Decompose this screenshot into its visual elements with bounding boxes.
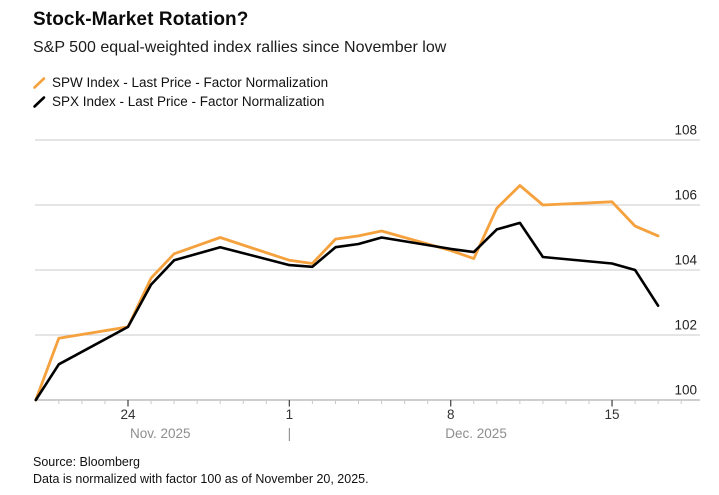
legend-label-spx: SPX Index - Last Price - Factor Normaliz… bbox=[52, 94, 325, 109]
chart-title: Stock-Market Rotation? bbox=[33, 9, 249, 30]
chart-subtitle: S&P 500 equal-weighted index rallies sin… bbox=[33, 39, 447, 56]
y-tick-label: 106 bbox=[674, 188, 697, 203]
y-tick-label: 108 bbox=[674, 123, 697, 138]
chart-footer: Source: Bloomberg Data is normalized wit… bbox=[33, 454, 369, 488]
x-tick-label: 1 bbox=[286, 407, 294, 422]
y-tick-label: 104 bbox=[674, 253, 697, 268]
spx-line-marker-icon bbox=[33, 95, 46, 108]
spw-series-line bbox=[34, 184, 660, 402]
spw-line-marker-icon bbox=[33, 76, 46, 89]
normalization-note: Data is normalized with factor 100 as of… bbox=[33, 472, 369, 486]
month-divider: | bbox=[288, 426, 292, 441]
y-tick-label: 100 bbox=[674, 383, 697, 398]
y-tick-label: 102 bbox=[674, 318, 697, 333]
legend-item-spw: SPW Index - Last Price - Factor Normaliz… bbox=[32, 73, 328, 92]
legend-label-spw: SPW Index - Last Price - Factor Normaliz… bbox=[52, 75, 329, 90]
month-label: Dec. 2025 bbox=[445, 426, 507, 441]
legend-item-spx: SPX Index - Last Price - Factor Normaliz… bbox=[32, 92, 328, 111]
month-label: Nov. 2025 bbox=[130, 426, 191, 441]
x-tick-label: 15 bbox=[605, 407, 620, 422]
chart-legend: SPW Index - Last Price - Factor Normaliz… bbox=[32, 73, 328, 111]
spx-series-line bbox=[34, 221, 660, 402]
x-tick-label: 8 bbox=[447, 407, 455, 422]
x-tick-label: 24 bbox=[120, 407, 136, 422]
source-text: Source: Bloomberg bbox=[33, 455, 141, 469]
